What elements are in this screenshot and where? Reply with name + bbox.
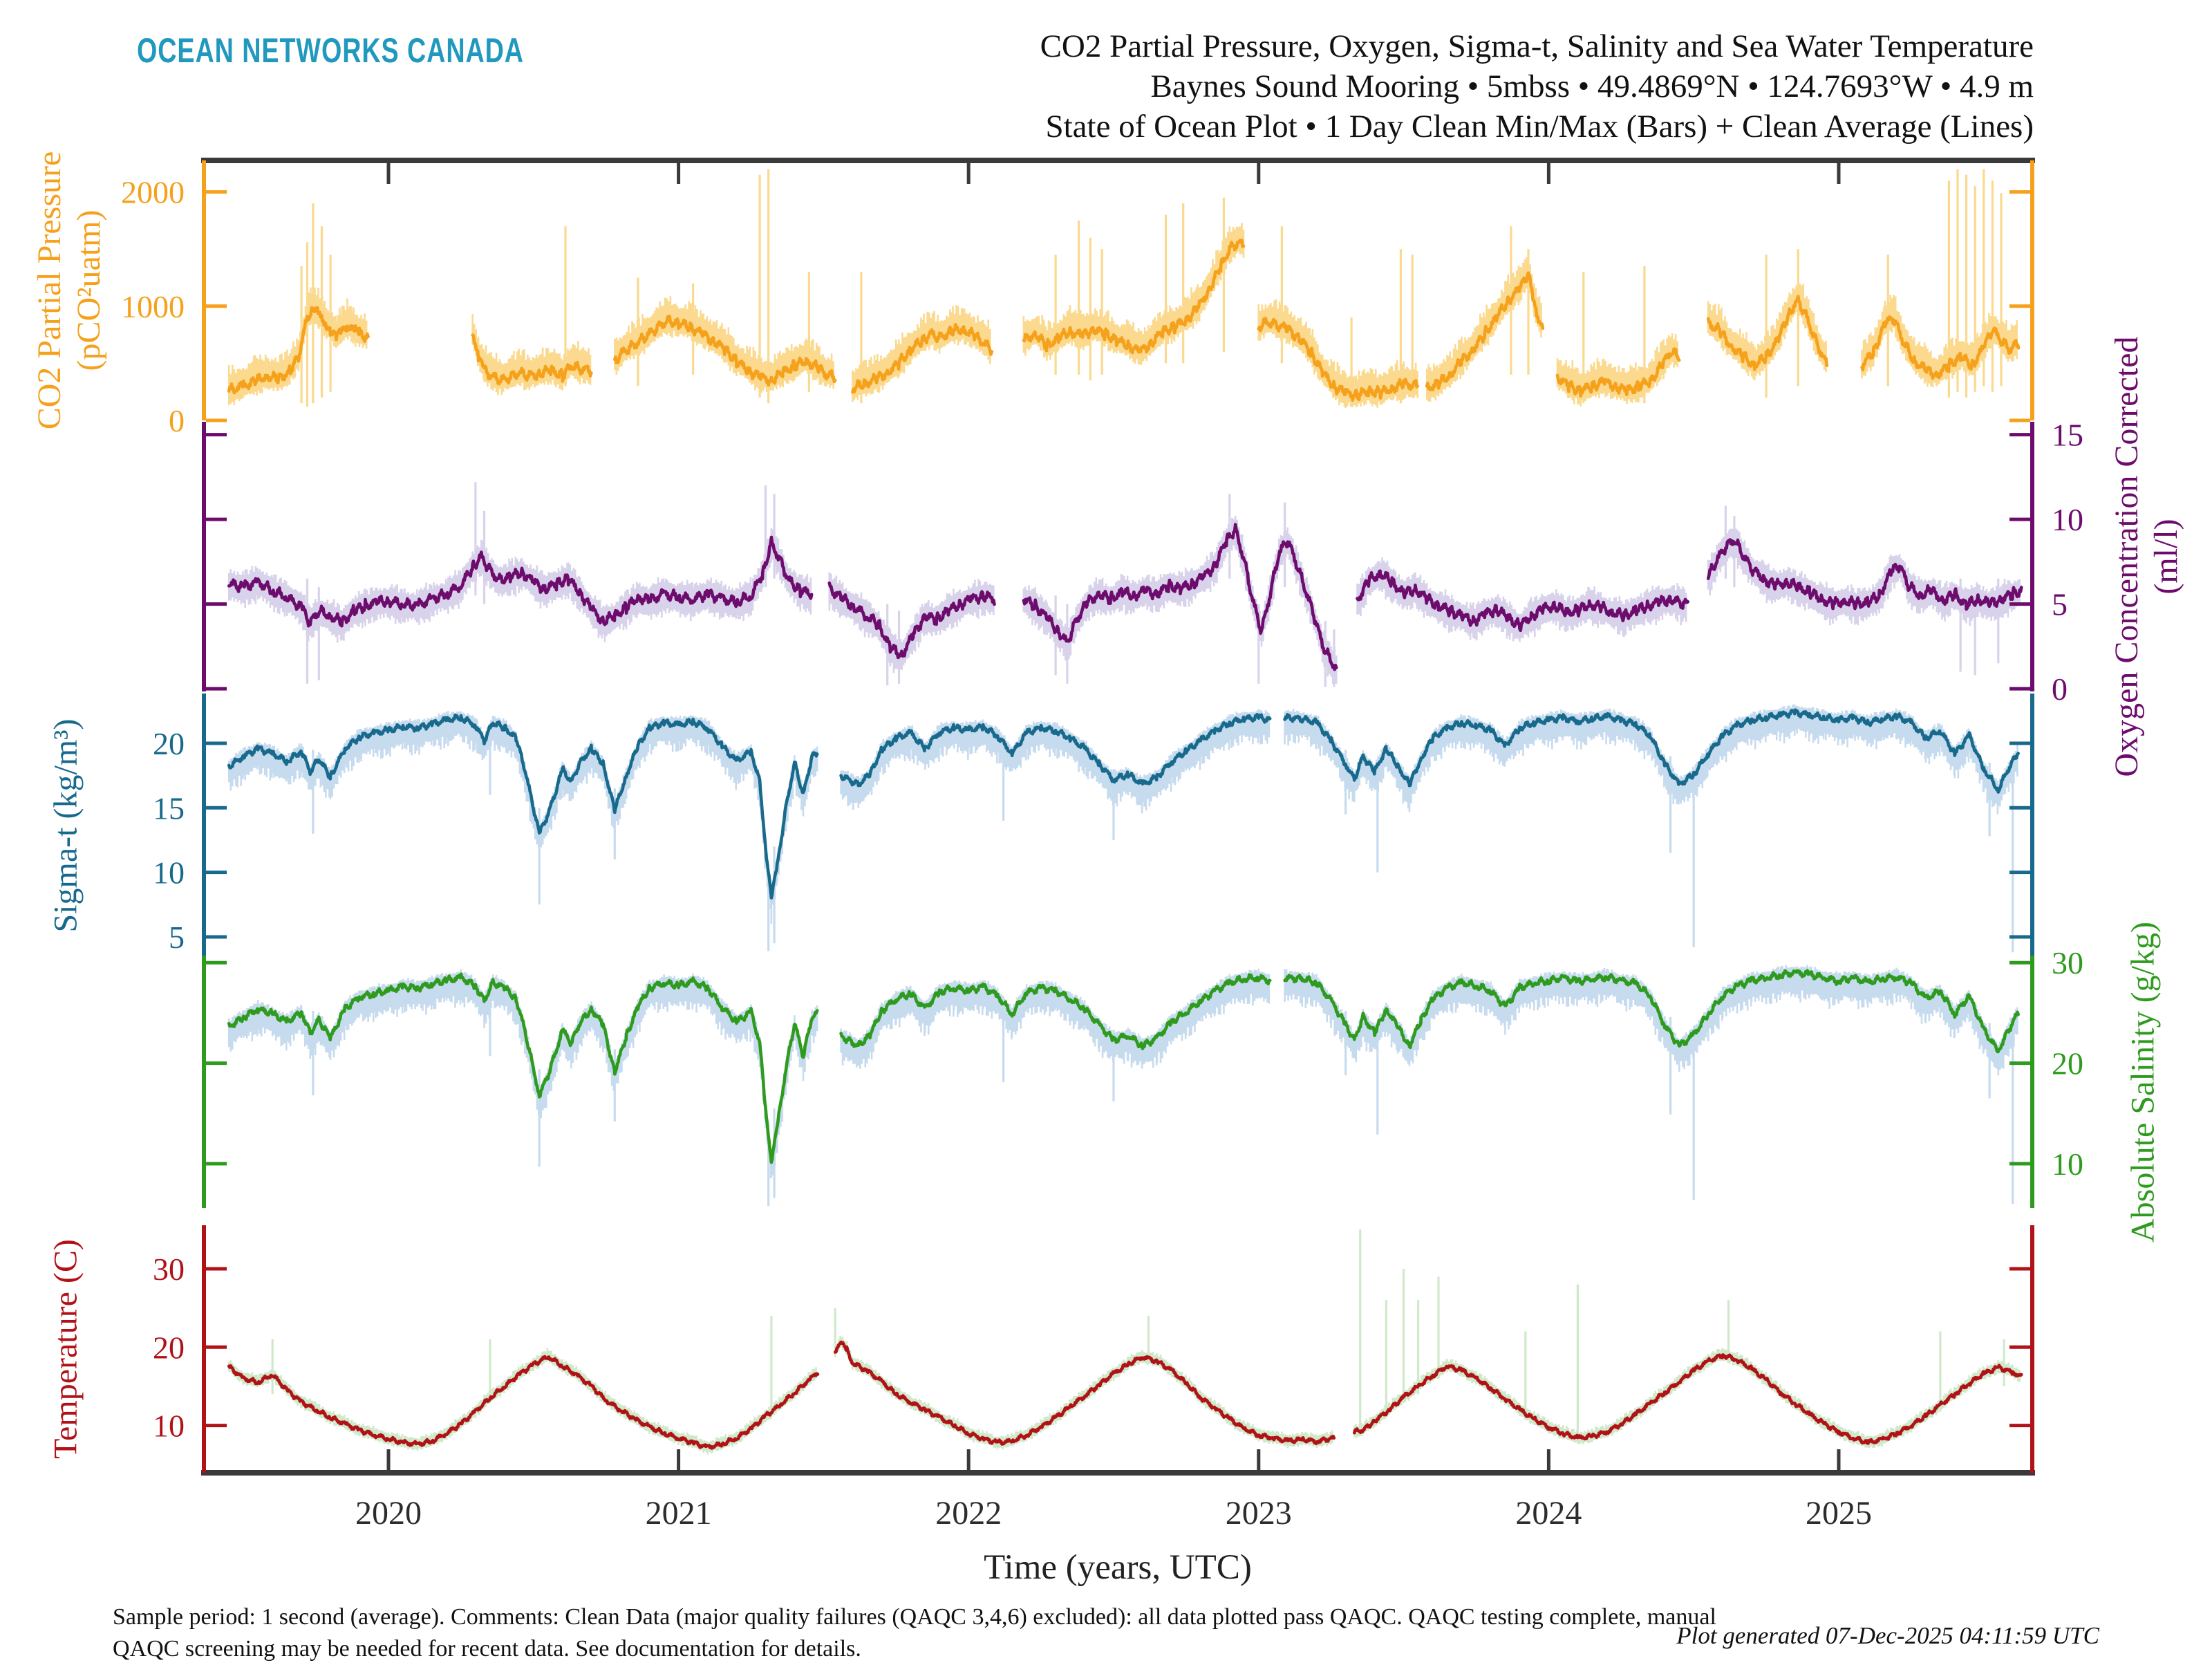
oxygen-axis-title-line2: (ml/l) [2148,519,2184,595]
sal-tick-label: 20 [2052,1046,2083,1081]
year-tick-label: 2025 [1806,1495,1872,1532]
sigma-t-axis-title: Sigma-t (kg/m³) [47,718,84,933]
sigma-series [227,704,2020,953]
sal-tick-label: 30 [2052,945,2083,980]
temperature-axis-title: Temperature (C) [47,1239,84,1459]
title-line-station: Baynes Sound Mooring • 5mbss • 49.4869°N… [1150,68,2034,104]
sal-tick-label: 10 [2052,1146,2083,1182]
sal-extreme-bars [312,983,2014,1207]
sigma-tick-label: 20 [153,726,185,761]
co2-axis-title-line2: (pCO²uatm) [71,210,107,371]
plot-generated-timestamp: Plot generated 07-Dec-2025 04:11:59 UTC [1676,1622,2099,1649]
sigma-tick-label: 15 [153,790,185,826]
o2-average-line [227,523,2023,671]
title-line-parameters: CO2 Partial Pressure, Oxygen, Sigma-t, S… [1040,28,2034,64]
temp-minmax-band [227,1335,2021,1455]
salinity-axis-title: Absolute Salinity (g/kg) [2124,922,2162,1243]
sigma-tick-label: 10 [153,855,185,891]
time-axis-title: Time (years, UTC) [984,1548,1252,1587]
o2-tick-label: 5 [2052,587,2068,622]
sal-series [227,965,2020,1207]
temp-tick-label: 20 [153,1330,185,1365]
co2-average-line [227,239,2021,402]
temp-average-line [227,1340,2023,1450]
qaqc-footnote-line1: Sample period: 1 second (average). Comme… [113,1604,1716,1630]
o2-tick-label: 10 [2052,502,2083,537]
o2-minmax-band [227,516,2021,685]
year-tick-label: 2023 [1226,1495,1292,1532]
year-tick-label: 2021 [646,1495,712,1532]
plot-title-block: CO2 Partial Pressure, Oxygen, Sigma-t, S… [1040,26,2034,147]
temp-tick-label: 10 [153,1408,185,1444]
oxygen-axis-title: Oxygen Concentration Corrected (ml/l) [2107,336,2186,776]
year-tick-label: 2024 [1515,1495,1582,1532]
o2-tick-label: 0 [2052,671,2068,707]
o2-tick-label: 15 [2052,418,2083,453]
year-tick-label: 2022 [935,1495,1002,1532]
sigma-extreme-bars [312,724,2014,953]
sigma-minmax-band [227,704,2018,924]
co2-axis-title: CO2 Partial Pressure (pCO²uatm) [30,151,109,430]
sal-minmax-band [227,965,2018,1179]
co2-tick-label: 1000 [121,289,185,324]
temp-series [227,1229,2023,1455]
sal-average-line [227,969,2020,1164]
co2-tick-label: 0 [169,403,185,438]
title-line-plot-type: State of Ocean Plot • 1 Day Clean Min/Ma… [1045,109,2034,145]
temp-extreme-bars [271,1229,2005,1442]
o2-series [227,482,2023,687]
co2-axis-title-line1: CO2 Partial Pressure [31,151,68,430]
qaqc-footnote: Sample period: 1 second (average). Comme… [113,1601,1716,1665]
sigma-average-line [227,708,2020,900]
co2-extreme-bars [300,169,2003,407]
ocean-networks-canada-logo: OCEAN NETWORKS CANADA [137,30,524,70]
co2-series [227,169,2021,408]
oxygen-axis-title-line1: Oxygen Concentration Corrected [2108,336,2145,777]
year-tick-label: 2020 [355,1495,422,1532]
sigma-tick-label: 5 [169,920,185,955]
temp-tick-label: 30 [153,1252,185,1287]
co2-tick-label: 2000 [121,175,185,210]
qaqc-footnote-line2: QAQC screening may be needed for recent … [113,1636,861,1662]
